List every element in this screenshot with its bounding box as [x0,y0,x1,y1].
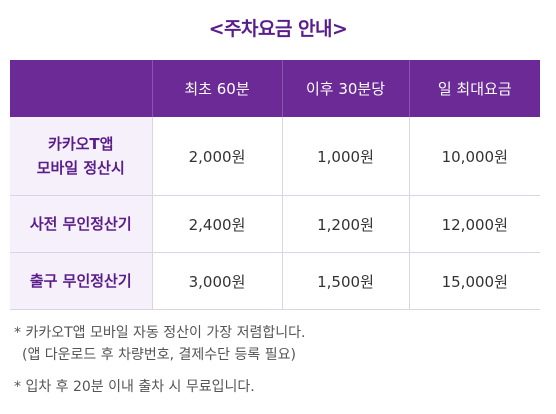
notes-section: * 카카오T앱 모바일 자동 정산이 가장 저렴합니다. (앱 다운로드 후 차… [14,322,544,398]
note-line-sub: (앱 다운로드 후 차량번호, 결제수단 등록 필요) [22,347,296,363]
fee-cell: 2,000원 [152,117,283,196]
note-line: * 카카오T앱 모바일 자동 정산이 가장 저렴합니다. [14,325,306,341]
fee-cell: 10,000원 [409,117,540,196]
fee-cell: 3,000원 [152,252,283,310]
row-label-exit-payment-machine: 출구 무인정산기 [10,252,153,310]
header-first-60min: 최초 60분 [152,60,283,117]
fee-cell: 1,000원 [282,117,410,196]
fee-cell: 1,200원 [282,195,410,253]
table-header-row: 최초 60분 이후 30분당 일 최대요금 [10,60,540,117]
parking-fee-table: 최초 60분 이후 30분당 일 최대요금 카카오T앱 모바일 정산시 2,00… [10,60,540,310]
fee-cell: 2,400원 [152,195,283,253]
row-label-pre-payment-machine: 사전 무인정산기 [10,195,153,253]
row-label-line2: 모바일 정산시 [36,159,125,177]
table-row: 카카오T앱 모바일 정산시 2,000원 1,000원 10,000원 [10,117,540,196]
row-label-kakaot-app: 카카오T앱 모바일 정산시 [10,117,153,196]
row-label-line1: 카카오T앱 [48,135,114,153]
table-row: 출구 무인정산기 3,000원 1,500원 15,000원 [10,252,540,310]
note-app-discount: * 카카오T앱 모바일 자동 정산이 가장 저렴합니다. (앱 다운로드 후 차… [14,322,544,366]
note-free-20min: * 입차 후 20분 이내 출차 시 무료입니다. [14,379,255,395]
fee-cell: 12,000원 [409,195,540,253]
table-row: 사전 무인정산기 2,400원 1,200원 12,000원 [10,195,540,253]
header-per-30min: 이후 30분당 [282,60,410,117]
fee-cell: 15,000원 [409,252,540,310]
header-daily-max: 일 최대요금 [409,60,540,117]
fee-cell: 1,500원 [282,252,410,310]
page-title: <주차요금 안내> [208,18,348,40]
header-empty-cell [10,60,153,117]
